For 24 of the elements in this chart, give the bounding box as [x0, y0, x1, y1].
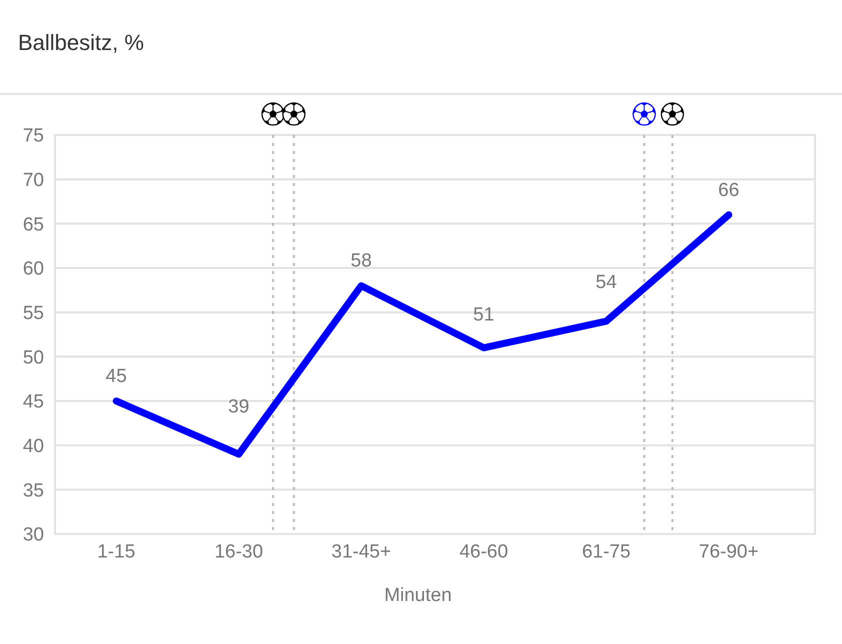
data-label: 54	[596, 272, 618, 293]
x-axis-title: Minuten	[384, 585, 452, 606]
y-tick-label: 65	[22, 214, 44, 236]
x-tick-label: 46-60	[459, 541, 508, 562]
x-tick-label: 31-45+	[331, 541, 392, 562]
y-tick-label: 40	[22, 436, 44, 458]
y-tick-label: 60	[22, 258, 44, 280]
data-label: 66	[718, 180, 740, 201]
data-label: 51	[473, 304, 494, 326]
y-tick-label: 30	[22, 524, 44, 546]
data-label: 58	[350, 250, 372, 272]
chart-title: Ballbesitz, %	[18, 30, 144, 56]
data-label: 45	[106, 366, 127, 387]
y-tick-label: 70	[22, 170, 44, 192]
y-tick-label: 55	[22, 303, 44, 324]
data-label: 39	[228, 396, 250, 418]
y-tick-label: 50	[22, 347, 44, 368]
y-tick-label: 45	[22, 392, 44, 413]
y-tick-label: 35	[22, 480, 44, 502]
y-tick-label: 75	[22, 126, 44, 147]
x-tick-label: 16-30	[214, 541, 264, 562]
x-tick-label: 61-75	[582, 541, 631, 562]
x-tick-label: 76-90+	[698, 541, 759, 562]
x-tick-label: 1-15	[97, 541, 136, 562]
